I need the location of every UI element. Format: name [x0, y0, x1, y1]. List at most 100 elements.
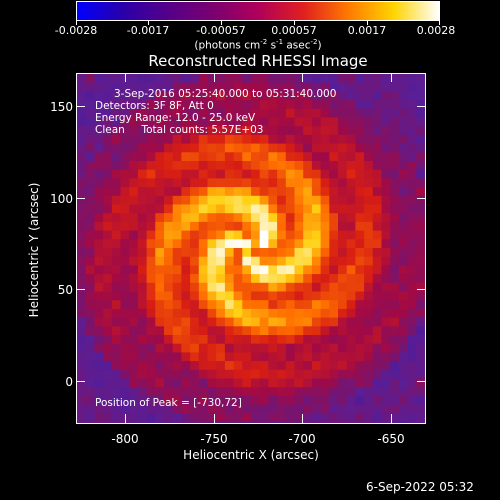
- image-pixel: [372, 413, 383, 423]
- image-pixel: [181, 169, 191, 179]
- image-pixel: [381, 317, 391, 327]
- image-pixel: [224, 413, 235, 423]
- image-pixel: [346, 369, 356, 380]
- image-pixel: [85, 352, 95, 362]
- image-pixel: [398, 361, 409, 371]
- image-pixel: [407, 74, 417, 84]
- image-pixel: [259, 169, 269, 179]
- image-pixel: [311, 282, 322, 293]
- image-pixel: [320, 195, 330, 206]
- image-pixel: [94, 317, 104, 327]
- image-pixel: [164, 395, 174, 406]
- image-pixel: [372, 361, 383, 371]
- image-pixel: [329, 378, 339, 388]
- image-pixel: [181, 213, 191, 223]
- image-pixel: [346, 404, 356, 414]
- image-pixel: [407, 387, 417, 397]
- image-pixel: [129, 169, 139, 179]
- image-pixel: [311, 404, 322, 414]
- image-pixel: [372, 117, 383, 127]
- image-pixel: [311, 161, 322, 171]
- image-pixel: [137, 308, 148, 319]
- image-pixel: [103, 230, 113, 240]
- image-pixel: [233, 204, 243, 214]
- image-pixel: [381, 178, 391, 188]
- image-pixel: [216, 213, 226, 223]
- image-pixel: [207, 108, 217, 119]
- image-pixel: [85, 335, 95, 345]
- image-pixel: [294, 256, 304, 266]
- image-pixel: [190, 361, 200, 371]
- image-pixel: [129, 74, 139, 84]
- image-pixel: [346, 291, 356, 301]
- image-pixel: [207, 369, 217, 380]
- image-pixel: [190, 378, 200, 388]
- image-pixel: [111, 282, 122, 293]
- image-pixel: [155, 317, 165, 327]
- image-pixel: [355, 117, 365, 127]
- image-pixel: [329, 108, 339, 119]
- image-pixel: [268, 108, 278, 119]
- image-pixel: [94, 230, 104, 240]
- image-pixel: [120, 108, 130, 119]
- image-pixel: [294, 404, 304, 414]
- image-pixel: [320, 221, 330, 232]
- image-pixel: [346, 108, 356, 119]
- image-pixel: [277, 317, 287, 327]
- image-pixel: [398, 265, 409, 275]
- image-pixel: [364, 204, 374, 214]
- image-pixel: [303, 361, 313, 371]
- image-pixel: [381, 308, 391, 319]
- image-pixel: [172, 221, 182, 232]
- image-pixel: [137, 335, 148, 345]
- image-pixel: [407, 126, 417, 136]
- image-pixel: [251, 143, 261, 153]
- image-pixel: [277, 187, 287, 197]
- image-pixel: [129, 282, 139, 293]
- image-pixel: [207, 413, 217, 423]
- image-pixel: [338, 117, 348, 127]
- image-pixel: [277, 265, 287, 275]
- image-pixel: [77, 343, 87, 353]
- image-pixel: [198, 74, 209, 84]
- image-pixel: [355, 256, 365, 266]
- image-pixel: [277, 143, 287, 153]
- image-pixel: [294, 369, 304, 380]
- image-pixel: [320, 91, 330, 101]
- image-pixel: [137, 387, 148, 397]
- image-pixel: [164, 335, 174, 345]
- image-pixel: [381, 91, 391, 101]
- image-pixel: [416, 100, 425, 110]
- image-pixel: [224, 161, 235, 171]
- image-pixel: [390, 256, 400, 266]
- image-pixel: [346, 126, 356, 136]
- image-title: Reconstructed RHESSI Image: [148, 52, 368, 70]
- image-pixel: [120, 143, 130, 153]
- image-pixel: [320, 256, 330, 266]
- image-pixel: [416, 169, 425, 179]
- image-pixel: [251, 395, 261, 406]
- image-pixel: [77, 213, 87, 223]
- image-pixel: [164, 82, 174, 92]
- image-pixel: [268, 100, 278, 110]
- image-pixel: [190, 265, 200, 275]
- image-pixel: [172, 117, 182, 127]
- image-pixel: [285, 161, 296, 171]
- image-pixel: [407, 291, 417, 301]
- image-pixel: [111, 152, 122, 162]
- image-pixel: [216, 308, 226, 319]
- image-pixel: [137, 291, 148, 301]
- image-pixel: [233, 404, 243, 414]
- image-pixel: [285, 230, 296, 240]
- image-pixel: [137, 369, 148, 380]
- image-pixel: [207, 404, 217, 414]
- image-pixel: [259, 239, 269, 249]
- image-pixel: [311, 126, 322, 136]
- image-pixel: [320, 126, 330, 136]
- image-pixel: [285, 343, 296, 353]
- image-pixel: [259, 143, 269, 153]
- image-pixel: [155, 91, 165, 101]
- image-pixel: [198, 352, 209, 362]
- image-pixel: [146, 239, 156, 249]
- image-pixel: [268, 300, 278, 310]
